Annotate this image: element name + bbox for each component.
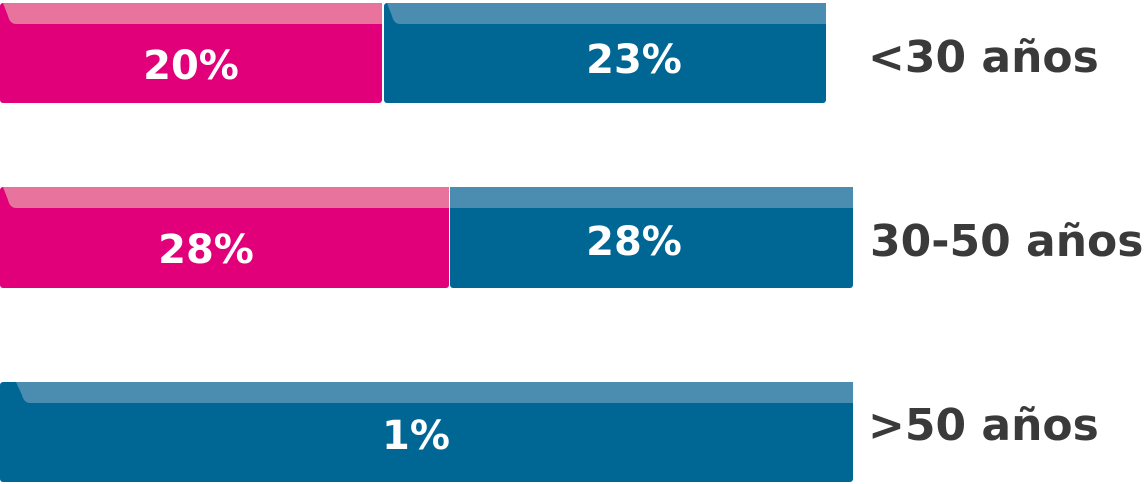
row-label: 30-50 años [870, 216, 1143, 267]
row: 20% 23% <30 años [0, 3, 1099, 103]
segment-label: 20% [143, 43, 239, 89]
segment-highlight [3, 187, 449, 208]
row-label: <30 años [868, 32, 1099, 83]
segment-label: 28% [586, 219, 682, 265]
segment-highlight [3, 382, 853, 403]
blue-segment [450, 187, 853, 288]
segment-highlight [450, 187, 853, 208]
segment-label: 23% [586, 37, 682, 83]
blue-segment [0, 382, 853, 482]
pink-segment [0, 3, 382, 103]
row: 1% >50 años [0, 382, 1099, 482]
segment-label: 1% [382, 413, 450, 459]
pink-segment [0, 187, 449, 288]
row-label: >50 años [868, 400, 1099, 451]
segment-highlight [3, 3, 382, 24]
row: 28% 28% 30-50 años [0, 187, 1143, 288]
segment-highlight [387, 3, 826, 24]
blue-segment [384, 3, 826, 103]
segment-label: 28% [158, 227, 254, 273]
